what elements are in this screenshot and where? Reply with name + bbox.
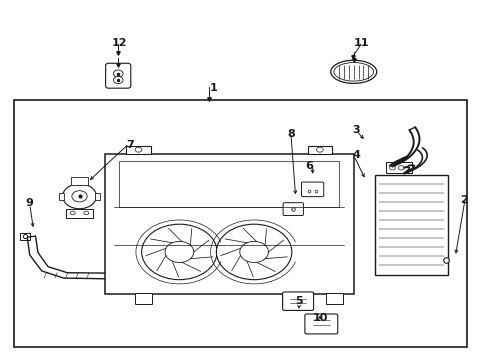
Circle shape [389, 166, 394, 170]
Circle shape [316, 147, 323, 152]
Bar [126, 146, 151, 154]
Bar [71, 177, 88, 185]
Ellipse shape [333, 62, 373, 81]
Bar [14, 100, 467, 347]
Text: 2: 2 [459, 195, 467, 205]
FancyBboxPatch shape [301, 182, 323, 197]
Circle shape [216, 224, 291, 280]
Text: 11: 11 [352, 38, 368, 48]
Text: 12: 12 [111, 38, 127, 48]
Text: 8: 8 [287, 129, 294, 139]
Text: 1: 1 [209, 83, 217, 93]
Bar [307, 146, 331, 154]
Text: 10: 10 [312, 313, 327, 323]
Circle shape [84, 211, 89, 215]
Circle shape [113, 70, 123, 77]
Bar [135, 293, 152, 304]
Circle shape [72, 191, 87, 202]
Circle shape [239, 241, 268, 262]
FancyBboxPatch shape [106, 63, 131, 88]
Circle shape [70, 211, 75, 215]
Circle shape [62, 184, 96, 209]
Circle shape [113, 76, 123, 84]
Circle shape [141, 224, 217, 280]
Bar [105, 154, 353, 294]
Text: 4: 4 [351, 150, 359, 160]
Text: 7: 7 [126, 140, 134, 150]
Text: 5: 5 [295, 296, 302, 306]
Bar [375, 175, 447, 275]
Bar [385, 162, 411, 173]
Bar [325, 293, 342, 304]
FancyBboxPatch shape [283, 203, 303, 216]
Circle shape [135, 147, 142, 152]
Bar [119, 161, 338, 207]
Bar [282, 293, 299, 304]
Ellipse shape [330, 60, 376, 84]
Bar [95, 193, 100, 200]
Text: 9: 9 [26, 198, 33, 208]
Bar [59, 193, 63, 200]
Bar [66, 209, 93, 218]
Text: 3: 3 [351, 126, 359, 136]
Circle shape [165, 241, 193, 262]
Circle shape [397, 166, 403, 170]
Text: 6: 6 [304, 161, 313, 171]
Bar [20, 232, 30, 240]
FancyBboxPatch shape [304, 314, 337, 334]
FancyBboxPatch shape [282, 292, 313, 311]
